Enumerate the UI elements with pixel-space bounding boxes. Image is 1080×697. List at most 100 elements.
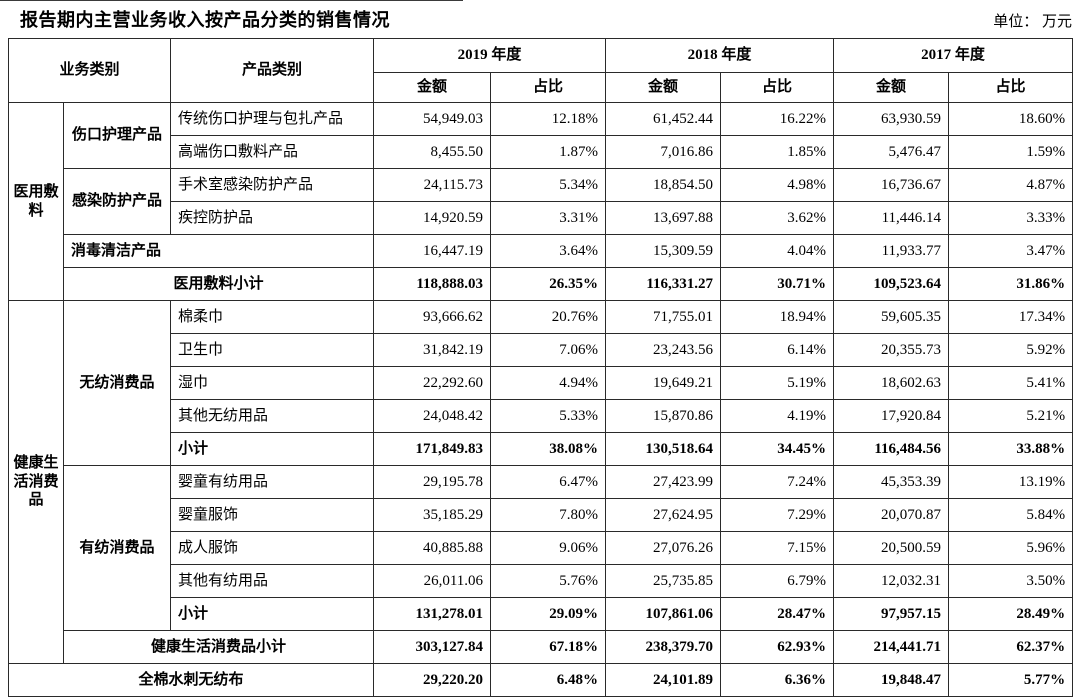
subtotal-center-cell: 全棉水刺无纺布 — [7, 663, 375, 697]
ratio-cell: 1.87% — [490, 135, 607, 169]
table-body: 医用敷料 伤口护理产品 传统伤口护理与包扎产品 54,949.03 12.18% 61,4… — [7, 102, 1074, 697]
ratio-cell: 38.08% — [490, 432, 607, 466]
amount-cell: 8,455.50 — [373, 135, 492, 169]
page-top-divider — [0, 0, 463, 1]
product-cell: 湿巾 — [170, 366, 375, 400]
ratio-cell: 26.35% — [490, 267, 607, 301]
ratio-cell: 3.64% — [490, 234, 607, 268]
product-cell: 棉柔巾 — [170, 300, 375, 334]
ratio-cell: 5.92% — [948, 333, 1074, 367]
amount-cell: 29,220.20 — [373, 663, 492, 697]
ratio-cell: 5.41% — [948, 366, 1074, 400]
ratio-cell: 31.86% — [948, 267, 1074, 301]
subtotal-center-cell: 医用敷料小计 — [62, 267, 375, 301]
col-header-year-2017: 2017 年度 — [833, 38, 1074, 73]
col-header-product-category: 产品类别 — [170, 38, 375, 103]
ratio-cell: 4.19% — [720, 399, 835, 433]
product-cell: 婴童服饰 — [170, 498, 375, 532]
amount-cell: 61,452.44 — [605, 102, 722, 136]
amount-cell: 24,115.73 — [373, 168, 492, 202]
ratio-cell: 16.22% — [720, 102, 835, 136]
product-cell: 传统伤口护理与包扎产品 — [170, 102, 375, 136]
amount-cell: 45,353.39 — [833, 465, 950, 499]
ratio-cell: 7.15% — [720, 531, 835, 565]
ratio-cell: 18.60% — [948, 102, 1074, 136]
amount-cell: 11,933.77 — [833, 234, 950, 268]
ratio-cell: 29.09% — [490, 597, 607, 631]
ratio-cell: 6.79% — [720, 564, 835, 598]
ratio-cell: 5.96% — [948, 531, 1074, 565]
table-row: 消毒清洁产品 16,447.19 3.64% 15,309.59 4.04% 11,933… — [9, 234, 1074, 268]
ratio-cell: 28.47% — [720, 597, 835, 631]
col-header-amount-2017: 金额 — [833, 72, 950, 103]
ratio-cell: 5.34% — [490, 168, 607, 202]
group-cell: 健康生活消费品 — [8, 300, 64, 664]
ratio-cell: 13.19% — [948, 465, 1074, 499]
ratio-cell: 3.31% — [490, 201, 607, 235]
unit-label: 单位： 万元 — [993, 14, 1072, 30]
product-cell: 疾控防护品 — [170, 201, 375, 235]
col-header-ratio-2018: 占比 — [720, 72, 835, 103]
amount-cell: 24,101.89 — [605, 663, 722, 697]
amount-cell: 31,842.19 — [373, 333, 492, 367]
amount-cell: 54,949.03 — [373, 102, 492, 136]
ratio-cell: 9.06% — [490, 531, 607, 565]
table-row: 全棉水刺无纺布 29,220.20 6.48% 24,101.89 6.36% 19,84… — [7, 663, 1074, 697]
ratio-cell: 6.36% — [720, 663, 835, 697]
amount-cell: 20,070.87 — [833, 498, 950, 532]
ratio-cell: 4.94% — [490, 366, 607, 400]
subgroup-cell: 无纺消费品 — [62, 300, 172, 466]
amount-cell: 116,331.27 — [605, 267, 722, 301]
amount-cell: 27,423.99 — [605, 465, 722, 499]
amount-cell: 20,500.59 — [833, 531, 950, 565]
ratio-cell: 7.80% — [490, 498, 607, 532]
amount-cell: 27,624.95 — [605, 498, 722, 532]
ratio-cell: 33.88% — [948, 432, 1074, 466]
table-row: 成人服饰 40,885.88 9.06% 27,076.26 7.15% 20,500.5… — [9, 531, 1074, 565]
group-cell: 医用敷料 — [8, 102, 64, 301]
amount-cell: 93,666.62 — [373, 300, 492, 334]
table-row: 婴童服饰 35,185.29 7.80% 27,624.95 7.29% 20,070.8… — [9, 498, 1074, 532]
ratio-cell: 3.47% — [948, 234, 1074, 268]
amount-cell: 24,048.42 — [373, 399, 492, 433]
amount-cell: 15,309.59 — [605, 234, 722, 268]
table-row: 有纺消费品 婴童有纺用品 29,195.78 6.47% 27,423.99 7.24% 4… — [9, 465, 1074, 631]
table-row: 医用敷料 伤口护理产品 传统伤口护理与包扎产品 54,949.03 12.18% 61,4… — [8, 102, 1074, 301]
ratio-cell: 7.24% — [720, 465, 835, 499]
amount-cell: 16,736.67 — [833, 168, 950, 202]
amount-cell: 171,849.83 — [373, 432, 492, 466]
ratio-cell: 7.06% — [490, 333, 607, 367]
col-header-amount-2019: 金额 — [373, 72, 492, 103]
ratio-cell: 3.50% — [948, 564, 1074, 598]
subgroup-cell: 伤口护理产品 — [62, 102, 172, 169]
table-row: 湿巾 22,292.60 4.94% 19,649.21 5.19% 18,602.63 5… — [9, 366, 1074, 400]
amount-cell: 18,854.50 — [605, 168, 722, 202]
amount-cell: 26,011.06 — [373, 564, 492, 598]
subtotal-left-cell: 小计 — [170, 432, 375, 466]
amount-cell: 19,848.47 — [833, 663, 950, 697]
amount-cell: 19,649.21 — [605, 366, 722, 400]
table-row: 高端伤口敷料产品 8,455.50 1.87% 7,016.86 1.85% 5,476.… — [9, 135, 1074, 169]
ratio-cell: 6.14% — [720, 333, 835, 367]
amount-cell: 214,441.71 — [833, 630, 950, 664]
table-headline: 报告期内主营业务收入按产品分类的销售情况 单位： 万元 — [20, 6, 1072, 32]
ratio-cell: 28.49% — [948, 597, 1074, 631]
ratio-cell: 3.33% — [948, 201, 1074, 235]
amount-cell: 18,602.63 — [833, 366, 950, 400]
ratio-cell: 5.33% — [490, 399, 607, 433]
ratio-cell: 5.84% — [948, 498, 1074, 532]
amount-cell: 63,930.59 — [833, 102, 950, 136]
col-header-ratio-2019: 占比 — [490, 72, 607, 103]
subtotal-center-cell: 健康生活消费品小计 — [62, 630, 375, 664]
product-cell: 高端伤口敷料产品 — [170, 135, 375, 169]
table-row: 疾控防护品 14,920.59 3.31% 13,697.88 3.62% 11,446.… — [9, 201, 1074, 235]
ratio-cell: 62.93% — [720, 630, 835, 664]
col-header-ratio-2017: 占比 — [948, 72, 1074, 103]
table-row: 其他有纺用品 26,011.06 5.76% 25,735.85 6.79% 12,032… — [9, 564, 1074, 598]
amount-cell: 29,195.78 — [373, 465, 492, 499]
col-header-year-2019: 2019 年度 — [373, 38, 607, 73]
amount-cell: 35,185.29 — [373, 498, 492, 532]
amount-cell: 13,697.88 — [605, 201, 722, 235]
ratio-cell: 67.18% — [490, 630, 607, 664]
amount-cell: 116,484.56 — [833, 432, 950, 466]
